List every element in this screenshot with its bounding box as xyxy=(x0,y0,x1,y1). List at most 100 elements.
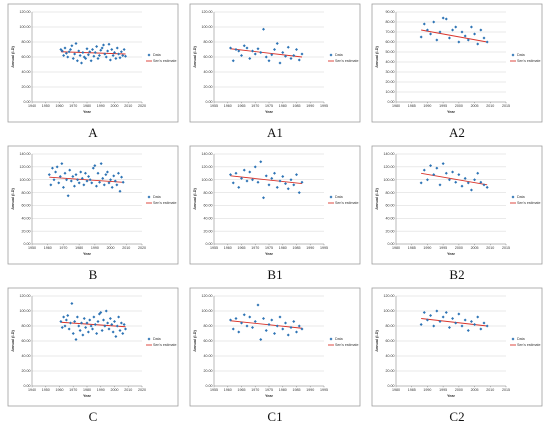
x-tick-label: 2000 xyxy=(455,388,463,392)
data-point xyxy=(237,185,241,189)
data-point xyxy=(229,173,232,177)
data-point xyxy=(422,168,426,172)
data-point xyxy=(284,54,287,58)
data-point xyxy=(275,42,279,45)
x-tick-label: 1985 xyxy=(408,388,416,392)
data-point xyxy=(275,185,279,189)
legend-trend-label: Sen's estimate xyxy=(517,59,540,63)
data-point xyxy=(115,46,119,50)
data-point xyxy=(85,321,89,325)
y-tick-label: 60.00 xyxy=(386,339,395,343)
data-point xyxy=(87,175,91,178)
data-point xyxy=(264,55,268,59)
y-tick-label: 60.00 xyxy=(386,40,395,44)
panel-label: A1 xyxy=(267,125,283,140)
panel-frame xyxy=(189,3,361,123)
panel-label: B1 xyxy=(267,267,282,282)
data-point xyxy=(82,317,86,320)
panel-a: 0.00 20.00 40.00 60.00 80.00 100.00 120.00 1940… xyxy=(7,3,179,140)
x-tick-label: 1980 xyxy=(83,388,91,392)
legend-data-label: Data xyxy=(517,195,525,199)
data-point xyxy=(97,54,101,57)
y-tick-label: 100.00 xyxy=(20,309,31,313)
data-point xyxy=(50,166,54,170)
y-tick-label: 80.00 xyxy=(386,324,395,328)
data-point xyxy=(118,56,122,60)
data-point xyxy=(429,314,433,317)
data-point xyxy=(284,182,287,186)
data-point xyxy=(248,315,252,319)
data-point xyxy=(124,54,127,58)
y-tick-label: 40.00 xyxy=(22,216,31,220)
x-tick-label: 2000 xyxy=(111,388,119,392)
data-point xyxy=(275,324,279,328)
data-point xyxy=(93,323,97,326)
data-point xyxy=(422,311,426,314)
panel-label: C1 xyxy=(267,409,282,424)
data-point xyxy=(457,312,461,316)
data-point xyxy=(273,332,276,335)
x-tick-label: 1980 xyxy=(279,104,287,108)
data-point xyxy=(80,61,83,65)
y-tick-label: 60.00 xyxy=(22,204,31,208)
data-point xyxy=(444,311,448,314)
data-point xyxy=(476,315,480,319)
data-point xyxy=(485,185,489,189)
panel-c: 0.00 20.00 40.00 60.00 80.00 100.00 120.00 1940… xyxy=(7,287,179,424)
data-point xyxy=(74,338,78,341)
panel-label: C2 xyxy=(449,409,464,424)
data-point xyxy=(101,176,105,180)
y-tick-label: 120.00 xyxy=(384,294,395,298)
x-tick-label: 2010 xyxy=(122,246,130,250)
y-tick-label: 20.00 xyxy=(22,229,31,233)
legend-trend-label: Sen's estimate xyxy=(335,59,358,63)
data-point xyxy=(463,318,467,322)
legend-data-label: Data xyxy=(153,53,161,57)
panel-b1: 0.00 20.00 40.00 60.00 80.00 100.00 120.00 140.… xyxy=(189,145,361,282)
x-tick-label: 1965 xyxy=(238,388,246,392)
data-point xyxy=(432,173,436,177)
x-tick-label: 1950 xyxy=(42,388,50,392)
data-point xyxy=(100,329,104,332)
data-point xyxy=(441,16,445,20)
x-tick-label: 1960 xyxy=(224,104,232,108)
data-point xyxy=(124,327,127,331)
legend-data-marker xyxy=(147,195,151,199)
x-tick-label: 1960 xyxy=(56,388,64,392)
data-point xyxy=(300,52,304,56)
x-tick-label: 2005 xyxy=(471,104,479,108)
data-point xyxy=(270,318,274,322)
legend-trend-label: Sen's estimate xyxy=(517,343,540,347)
y-axis-label: Annual (I-D) xyxy=(193,330,197,352)
data-point xyxy=(259,338,263,341)
x-tick-label: 1975 xyxy=(265,104,273,108)
data-point xyxy=(74,42,78,45)
data-point xyxy=(102,318,105,322)
data-point xyxy=(242,168,246,172)
data-point xyxy=(104,309,108,313)
y-tick-label: 40.00 xyxy=(386,216,395,220)
data-point xyxy=(63,171,67,175)
x-axis-label: Year xyxy=(447,394,456,398)
data-point xyxy=(297,324,301,328)
data-point xyxy=(119,321,123,325)
data-point xyxy=(60,326,64,329)
data-point xyxy=(278,315,282,319)
data-point xyxy=(113,51,116,54)
legend-data-label: Data xyxy=(335,195,343,199)
data-point xyxy=(76,178,80,182)
data-point xyxy=(479,180,483,184)
data-point xyxy=(120,175,124,179)
x-tick-label: 1960 xyxy=(224,388,232,392)
y-tick-label: 50.00 xyxy=(386,50,395,54)
data-point xyxy=(111,54,115,57)
data-point xyxy=(84,57,88,60)
y-axis-label: Annual (I-D) xyxy=(375,188,379,210)
data-point xyxy=(110,185,114,189)
data-point xyxy=(300,327,304,331)
legend-data-marker xyxy=(147,337,151,341)
y-tick-label: 100.00 xyxy=(202,178,213,182)
data-point xyxy=(74,173,78,177)
x-tick-label: 1940 xyxy=(28,388,36,392)
